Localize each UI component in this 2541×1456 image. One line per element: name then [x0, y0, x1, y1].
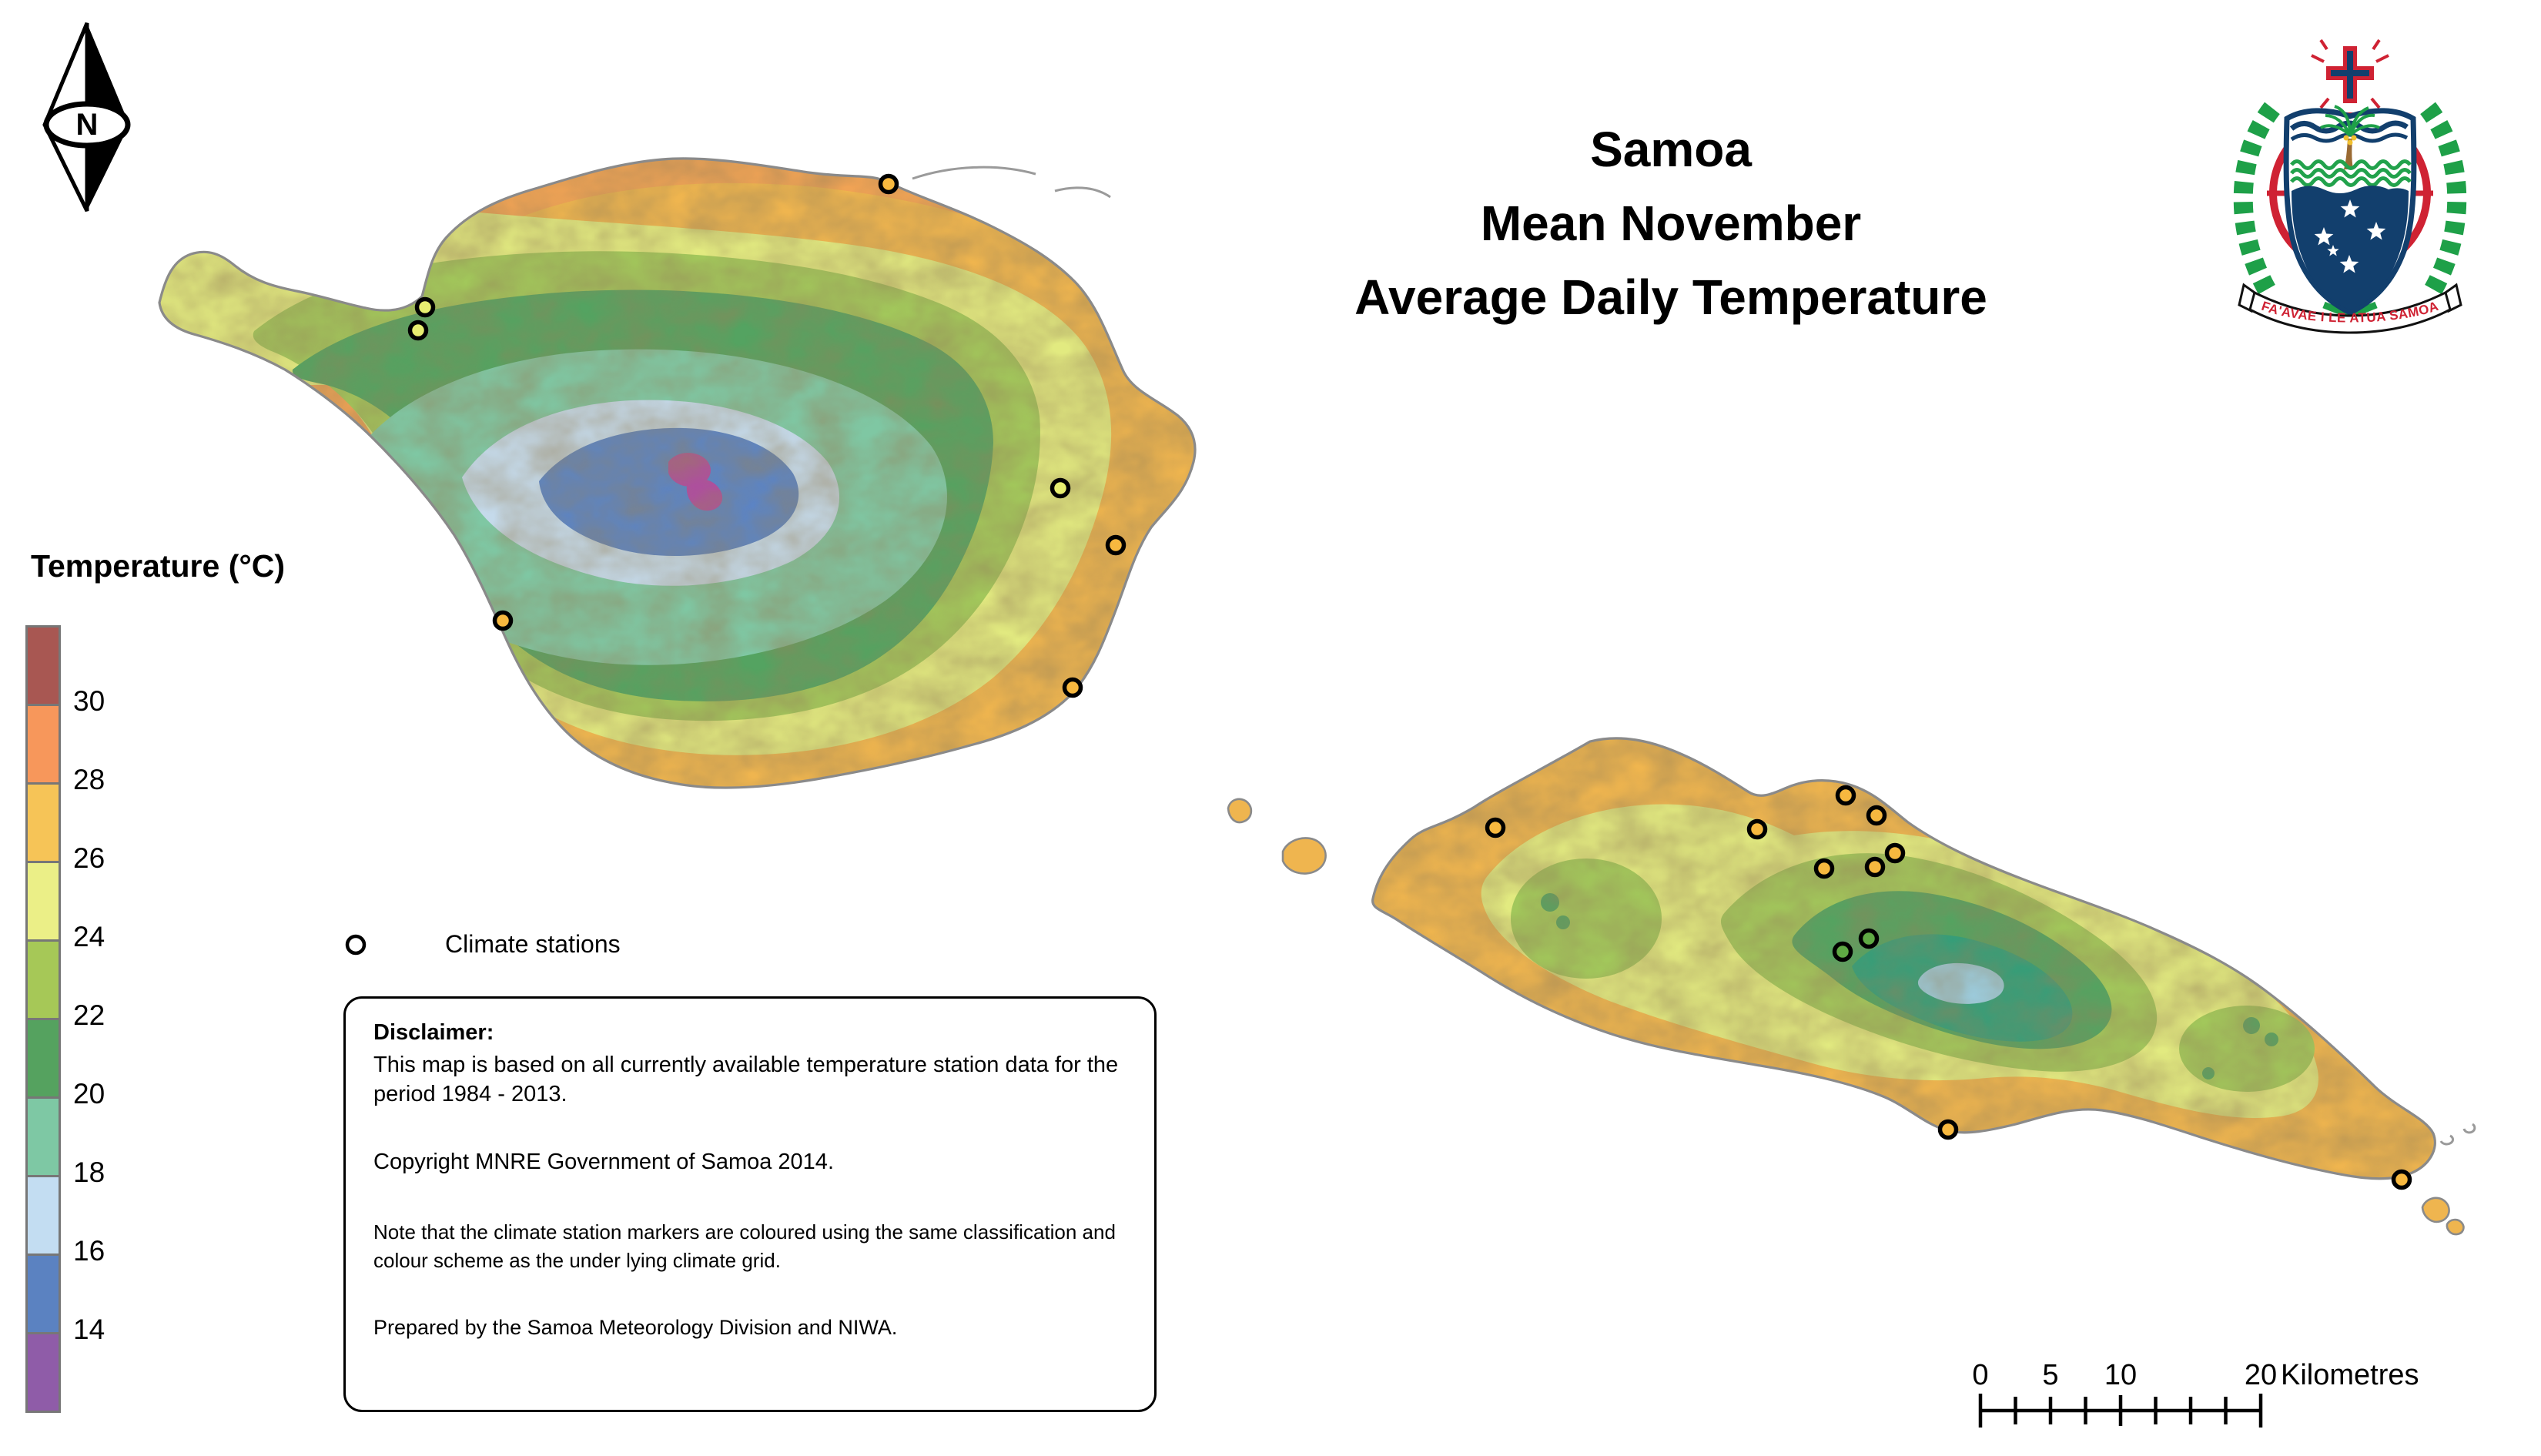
legend-swatch	[25, 625, 61, 706]
islet-manono	[1281, 837, 1327, 875]
climate-station-marker	[407, 320, 429, 341]
climate-station-marker	[414, 296, 436, 318]
climate-station-marker	[1858, 928, 1880, 949]
upolu-coastline	[1371, 737, 2436, 1180]
samoa-coat-of-arms: FA'AVAE I LE ATUA SAMOA	[2233, 38, 2467, 334]
climate-station-marker	[1062, 677, 1083, 698]
legend-boundary-label: 26	[73, 842, 105, 874]
legend-boundary-label: 30	[73, 685, 105, 717]
disclaimer-heading: Disclaimer:	[373, 1020, 494, 1045]
climate-station-marker	[1832, 941, 1853, 962]
map-title: Samoa Mean November Average Daily Temper…	[1247, 112, 2094, 334]
climate-station-marker	[878, 173, 899, 195]
climate-stations-legend-label: Climate stations	[445, 930, 621, 958]
legend-swatch	[25, 1253, 61, 1334]
climate-station-marker	[1746, 818, 1768, 840]
disclaimer-paragraph-1: This map is based on all currently avail…	[373, 1053, 1119, 1106]
island-savaii	[158, 157, 1197, 789]
legend-boundary-label: 14	[73, 1314, 105, 1345]
scale-bar-ticks	[1978, 1394, 2263, 1428]
shield-blue-field	[2292, 186, 2409, 310]
title-line-3: Average Daily Temperature	[1354, 269, 1987, 325]
disclaimer-box: Disclaimer: This map is based on all cur…	[343, 996, 1157, 1412]
legend-swatch	[25, 782, 61, 863]
scale-label-20: 20	[2245, 1361, 2277, 1391]
climate-station-marker	[1884, 842, 1906, 864]
wreath-left	[2233, 95, 2285, 295]
climate-station-marker	[1835, 785, 1856, 806]
scale-bar: 0 5 10 20 Kilometres	[1972, 1361, 2419, 1428]
legend-swatch	[25, 861, 61, 942]
savaii-reef-line	[912, 166, 1036, 180]
legend-color-ramp: 30 28 26 24 22 20 18 16 14	[25, 625, 210, 1426]
climate-station-marker	[492, 610, 514, 631]
title-line-1: Samoa	[1590, 122, 1752, 177]
scale-label-0: 0	[1972, 1361, 1988, 1391]
legend-boundary-label: 16	[73, 1235, 105, 1267]
legend-swatch	[25, 1018, 61, 1099]
disclaimer-paragraph-3: Note that the climate station markers ar…	[373, 1220, 1116, 1272]
upolu-hillshade	[1372, 738, 2436, 1179]
title-line-2: Mean November	[1480, 196, 1862, 251]
climate-station-marker	[2391, 1169, 2412, 1190]
climate-stations-layer	[407, 173, 2412, 1190]
climate-station-marker	[1866, 805, 1887, 826]
disclaimer-paragraph-4: Prepared by the Samoa Meteorology Divisi…	[373, 1316, 898, 1339]
islet-apolima	[1227, 798, 1253, 824]
climate-station-marker	[1937, 1119, 1959, 1140]
legend-boundary-label: 20	[73, 1078, 105, 1110]
sea-waves	[2290, 159, 2412, 187]
legend-swatch	[25, 1096, 61, 1177]
small-islands	[1227, 798, 2476, 1236]
climate-stations-legend-marker	[345, 934, 367, 956]
north-arrow-ellipse	[43, 101, 131, 149]
savaii-hillshade	[159, 158, 1195, 788]
legend-title: Temperature (°C)	[31, 548, 286, 584]
palm-tree	[2319, 105, 2381, 169]
climate-station-marker	[1105, 534, 1127, 556]
legend-swatch	[25, 939, 61, 1020]
scale-unit-label: Kilometres	[2281, 1361, 2419, 1391]
southern-cross-stars	[2314, 199, 2386, 273]
legend-swatch	[25, 704, 61, 785]
climate-station-marker	[1864, 856, 1886, 878]
islet-namua	[2462, 1123, 2476, 1134]
climate-station-marker	[1050, 477, 1071, 499]
islet-nuutele	[2421, 1197, 2450, 1223]
island-upolu	[1371, 737, 2436, 1180]
climate-station-marker	[1485, 817, 1506, 838]
north-arrow: N	[42, 22, 131, 213]
savaii-coastline	[158, 157, 1197, 789]
cross	[2311, 38, 2389, 109]
scale-label-10: 10	[2104, 1361, 2137, 1391]
wreath-right	[2415, 95, 2467, 295]
north-label: N	[76, 108, 99, 142]
climate-station-marker	[1813, 858, 1835, 879]
legend-boundary-label: 22	[73, 999, 105, 1031]
legend-boundary-label: 28	[73, 764, 105, 795]
legend-boundary-label: 24	[73, 921, 105, 952]
legend-swatch	[25, 1175, 61, 1256]
legend-swatch	[25, 1332, 61, 1413]
shield	[2283, 105, 2417, 316]
islet-nuulua	[2446, 1218, 2465, 1236]
disclaimer-paragraph-2: Copyright MNRE Government of Samoa 2014.	[373, 1150, 834, 1174]
islet-fanuatapu	[2439, 1134, 2454, 1146]
scale-label-5: 5	[2042, 1361, 2058, 1391]
savaii-reef-line-2	[1054, 186, 1111, 199]
legend-boundary-label: 18	[73, 1156, 105, 1188]
